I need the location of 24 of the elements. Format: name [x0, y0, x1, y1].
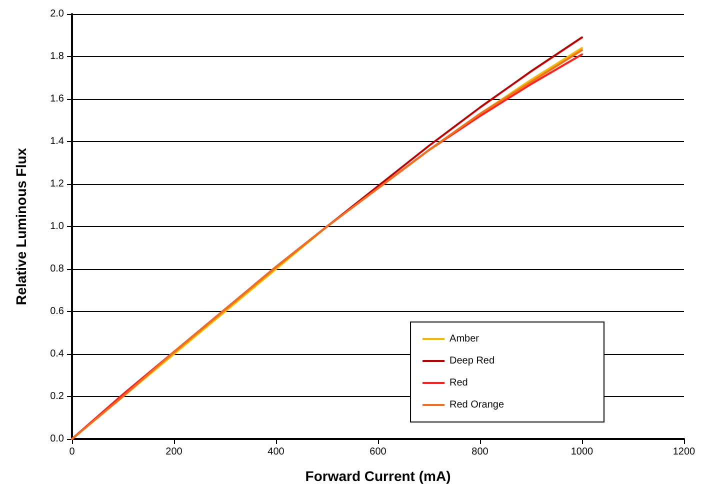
y-tick-label: 1.6 — [50, 94, 64, 104]
y-tick-label: 1.4 — [50, 136, 64, 147]
x-axis-title: Forward Current (mA) — [305, 468, 451, 484]
y-tick-label: 0.2 — [50, 391, 64, 402]
legend-label: Red Orange — [450, 400, 504, 410]
x-tick-label: 800 — [472, 446, 489, 458]
y-tick-label: 1.0 — [50, 221, 64, 232]
y-tick-label: 0.6 — [50, 306, 64, 317]
y-tick-label: 0.0 — [50, 434, 64, 444]
y-axis-title: Relative Luminous Flux — [13, 148, 29, 306]
y-tick-label: 2.0 — [50, 8, 64, 20]
legend-label: Amber — [450, 334, 480, 344]
x-tick-label: 600 — [370, 446, 387, 458]
y-tick-label: 0.4 — [50, 348, 64, 360]
legend-label: Red — [450, 378, 468, 388]
legend-label: Deep Red — [450, 356, 495, 366]
y-tick-label: 1.8 — [50, 51, 64, 62]
x-tick-label: 0 — [69, 446, 76, 458]
x-tick-label: 200 — [166, 446, 183, 458]
x-tick-label: 400 — [268, 446, 285, 458]
y-tick-label: 1.2 — [50, 178, 64, 190]
x-tick-label: 1200 — [672, 446, 696, 458]
x-tick-label: 1000 — [570, 446, 594, 458]
y-tick-label: 0.8 — [50, 264, 64, 274]
